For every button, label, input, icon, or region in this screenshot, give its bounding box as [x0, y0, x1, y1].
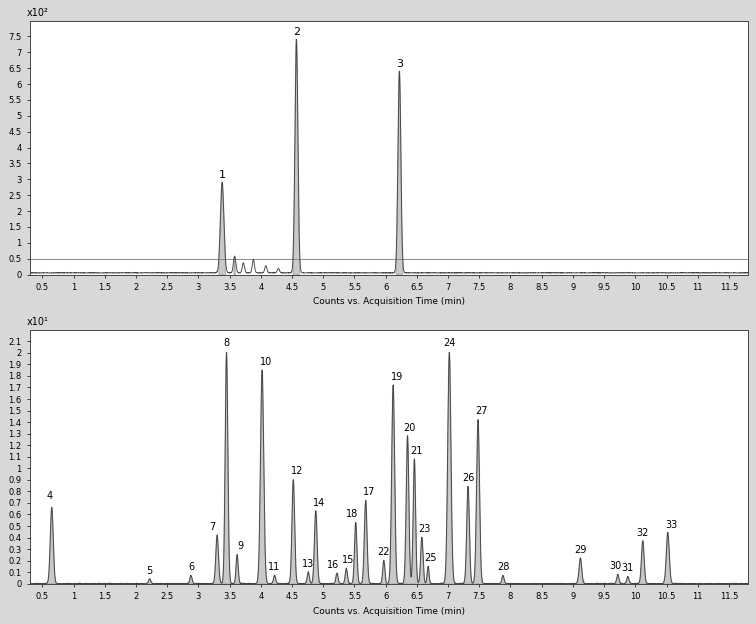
Text: 28: 28	[497, 562, 510, 572]
Text: 23: 23	[418, 524, 431, 534]
Text: 26: 26	[462, 474, 474, 484]
Text: 21: 21	[411, 446, 423, 456]
X-axis label: Counts vs. Acquisition Time (min): Counts vs. Acquisition Time (min)	[313, 298, 465, 306]
Text: 2: 2	[293, 27, 300, 37]
Text: x10¹: x10¹	[26, 317, 48, 327]
Text: 29: 29	[575, 545, 587, 555]
Text: 22: 22	[377, 547, 390, 557]
Text: 15: 15	[342, 555, 355, 565]
Text: 32: 32	[637, 527, 649, 538]
Text: 16: 16	[327, 560, 339, 570]
Text: 20: 20	[403, 422, 416, 432]
Text: 5: 5	[147, 566, 153, 576]
Text: 27: 27	[476, 406, 488, 416]
Text: 4: 4	[47, 490, 53, 500]
Text: 14: 14	[314, 497, 326, 507]
Text: 1: 1	[218, 170, 225, 180]
Text: 33: 33	[665, 520, 677, 530]
Text: 17: 17	[363, 487, 376, 497]
Text: 10: 10	[260, 357, 272, 367]
Text: 30: 30	[609, 561, 621, 571]
Text: 6: 6	[188, 562, 194, 572]
Text: 31: 31	[621, 563, 634, 573]
Text: 25: 25	[424, 553, 437, 563]
Text: 3: 3	[396, 59, 403, 69]
Text: 11: 11	[268, 562, 280, 572]
Text: x10²: x10²	[26, 8, 48, 18]
Text: 19: 19	[391, 372, 403, 382]
Text: 13: 13	[302, 558, 314, 568]
Text: 12: 12	[291, 466, 303, 476]
Text: 7: 7	[209, 522, 215, 532]
Text: 18: 18	[345, 509, 358, 519]
Text: 9: 9	[238, 542, 244, 552]
Text: 8: 8	[224, 338, 230, 348]
X-axis label: Counts vs. Acquisition Time (min): Counts vs. Acquisition Time (min)	[313, 607, 465, 616]
Text: 24: 24	[443, 338, 456, 348]
